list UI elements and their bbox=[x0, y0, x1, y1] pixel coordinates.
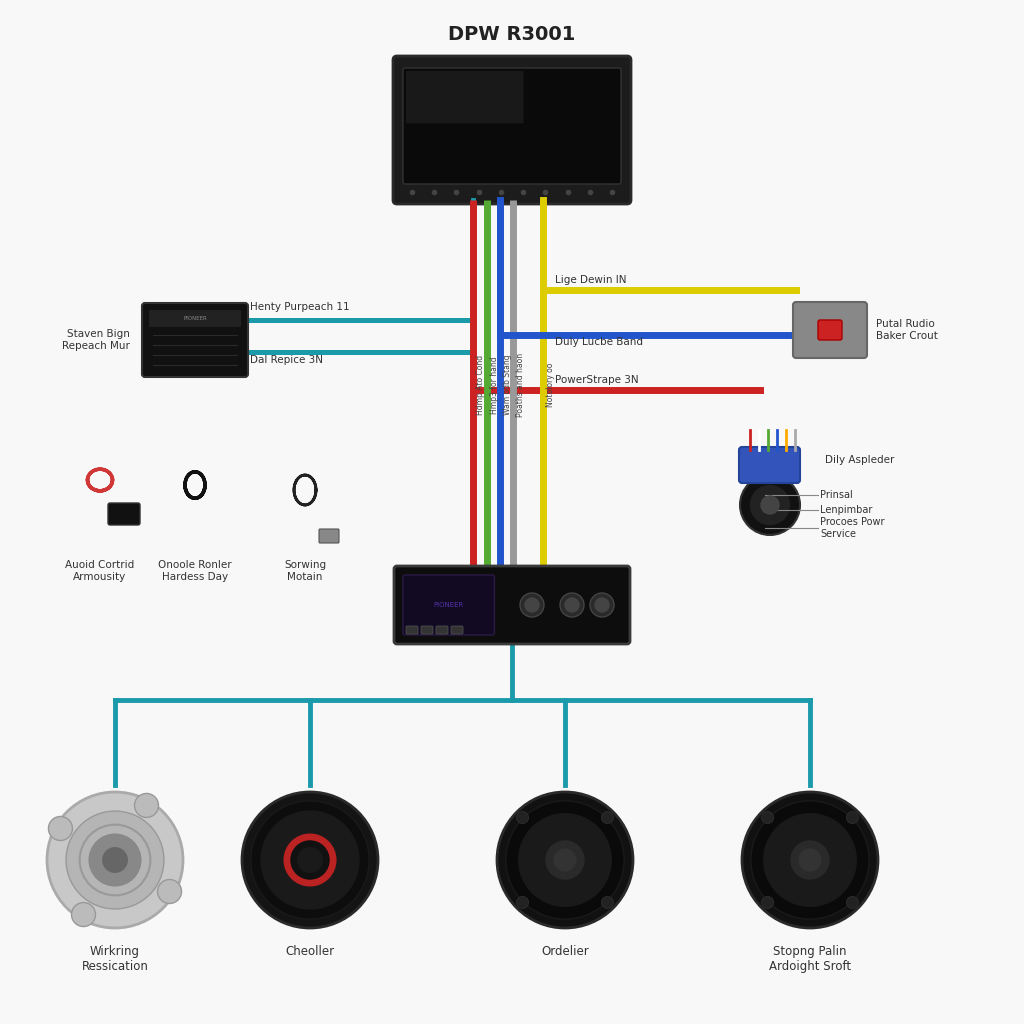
Circle shape bbox=[565, 598, 579, 612]
FancyBboxPatch shape bbox=[403, 68, 621, 184]
Text: Hdmp Ato Cond: Hdmp Ato Cond bbox=[476, 355, 485, 415]
FancyBboxPatch shape bbox=[142, 303, 248, 377]
Text: PowerStrape 3N: PowerStrape 3N bbox=[555, 375, 639, 385]
FancyBboxPatch shape bbox=[793, 302, 867, 358]
FancyBboxPatch shape bbox=[406, 626, 418, 634]
Text: Onoole Ronler
Hardess Day: Onoole Ronler Hardess Day bbox=[158, 560, 231, 582]
Circle shape bbox=[751, 801, 869, 920]
Text: Staven Bign
Repeach Mur: Staven Bign Repeach Mur bbox=[62, 329, 130, 351]
FancyBboxPatch shape bbox=[394, 566, 630, 644]
Circle shape bbox=[525, 598, 539, 612]
FancyBboxPatch shape bbox=[451, 626, 463, 634]
Circle shape bbox=[751, 485, 790, 524]
Circle shape bbox=[761, 496, 779, 514]
FancyBboxPatch shape bbox=[319, 529, 339, 543]
FancyBboxPatch shape bbox=[150, 310, 241, 327]
Text: DPW R3001: DPW R3001 bbox=[449, 25, 575, 44]
Circle shape bbox=[554, 849, 575, 870]
FancyBboxPatch shape bbox=[406, 71, 523, 124]
Text: PIONEER: PIONEER bbox=[433, 602, 464, 608]
Text: Hmp3 for hand: Hmp3 for hand bbox=[490, 356, 499, 414]
Circle shape bbox=[762, 812, 773, 823]
Text: Wirkring
Ressication: Wirkring Ressication bbox=[82, 945, 148, 973]
Text: Auoid Cortrid
Armousity: Auoid Cortrid Armousity bbox=[66, 560, 134, 582]
FancyBboxPatch shape bbox=[403, 575, 495, 635]
Circle shape bbox=[285, 835, 336, 886]
Circle shape bbox=[298, 848, 323, 872]
Text: Ordelier: Ordelier bbox=[541, 945, 589, 958]
Text: Putal Rudio
Baker Crout: Putal Rudio Baker Crout bbox=[876, 319, 938, 341]
FancyBboxPatch shape bbox=[818, 319, 842, 340]
FancyBboxPatch shape bbox=[436, 626, 449, 634]
Circle shape bbox=[740, 475, 800, 535]
Circle shape bbox=[47, 792, 183, 928]
Circle shape bbox=[158, 880, 181, 903]
Circle shape bbox=[601, 896, 613, 908]
Text: Henty Purpeach 11: Henty Purpeach 11 bbox=[250, 302, 349, 312]
Text: PIONEER: PIONEER bbox=[183, 316, 207, 322]
Text: Dal Repice 3N: Dal Repice 3N bbox=[250, 355, 323, 365]
Circle shape bbox=[847, 896, 858, 908]
Text: Notolory oo: Notolory oo bbox=[546, 362, 555, 408]
Circle shape bbox=[72, 902, 95, 927]
Circle shape bbox=[519, 814, 611, 906]
Circle shape bbox=[242, 792, 378, 928]
Circle shape bbox=[516, 812, 528, 823]
FancyBboxPatch shape bbox=[393, 56, 631, 204]
Text: Poaths and haon: Poaths and haon bbox=[516, 353, 525, 417]
Circle shape bbox=[291, 841, 329, 879]
Text: Procoes Powr
Service: Procoes Powr Service bbox=[820, 517, 885, 539]
Text: Cheoller: Cheoller bbox=[286, 945, 335, 958]
Circle shape bbox=[261, 811, 359, 909]
Text: Lige Dewin IN: Lige Dewin IN bbox=[555, 275, 627, 285]
Text: Lenpimbar: Lenpimbar bbox=[820, 505, 872, 515]
Circle shape bbox=[595, 598, 609, 612]
FancyBboxPatch shape bbox=[421, 626, 433, 634]
Circle shape bbox=[516, 896, 528, 908]
Circle shape bbox=[590, 593, 614, 617]
Circle shape bbox=[742, 792, 878, 928]
Circle shape bbox=[102, 848, 127, 872]
Text: Prinsal: Prinsal bbox=[820, 490, 853, 500]
Circle shape bbox=[560, 593, 584, 617]
Circle shape bbox=[799, 849, 821, 870]
Circle shape bbox=[48, 816, 73, 841]
Text: Wam odb Stang: Wam odb Stang bbox=[503, 354, 512, 416]
Circle shape bbox=[497, 792, 633, 928]
Text: Dily Aspleder: Dily Aspleder bbox=[825, 455, 894, 465]
Text: Sorwing
Motain: Sorwing Motain bbox=[284, 560, 326, 582]
Circle shape bbox=[601, 812, 613, 823]
Text: Stopng Palin
Ardoight Sroft: Stopng Palin Ardoight Sroft bbox=[769, 945, 851, 973]
Circle shape bbox=[66, 811, 164, 909]
Circle shape bbox=[762, 896, 773, 908]
Circle shape bbox=[764, 814, 856, 906]
FancyBboxPatch shape bbox=[108, 503, 140, 525]
Circle shape bbox=[89, 835, 141, 886]
Text: Duly Lucbe Band: Duly Lucbe Band bbox=[555, 337, 643, 347]
Circle shape bbox=[791, 841, 829, 879]
Circle shape bbox=[847, 812, 858, 823]
Circle shape bbox=[134, 794, 159, 817]
Circle shape bbox=[506, 801, 625, 920]
Circle shape bbox=[520, 593, 544, 617]
FancyBboxPatch shape bbox=[739, 447, 800, 483]
Circle shape bbox=[546, 841, 584, 879]
Circle shape bbox=[251, 801, 370, 920]
